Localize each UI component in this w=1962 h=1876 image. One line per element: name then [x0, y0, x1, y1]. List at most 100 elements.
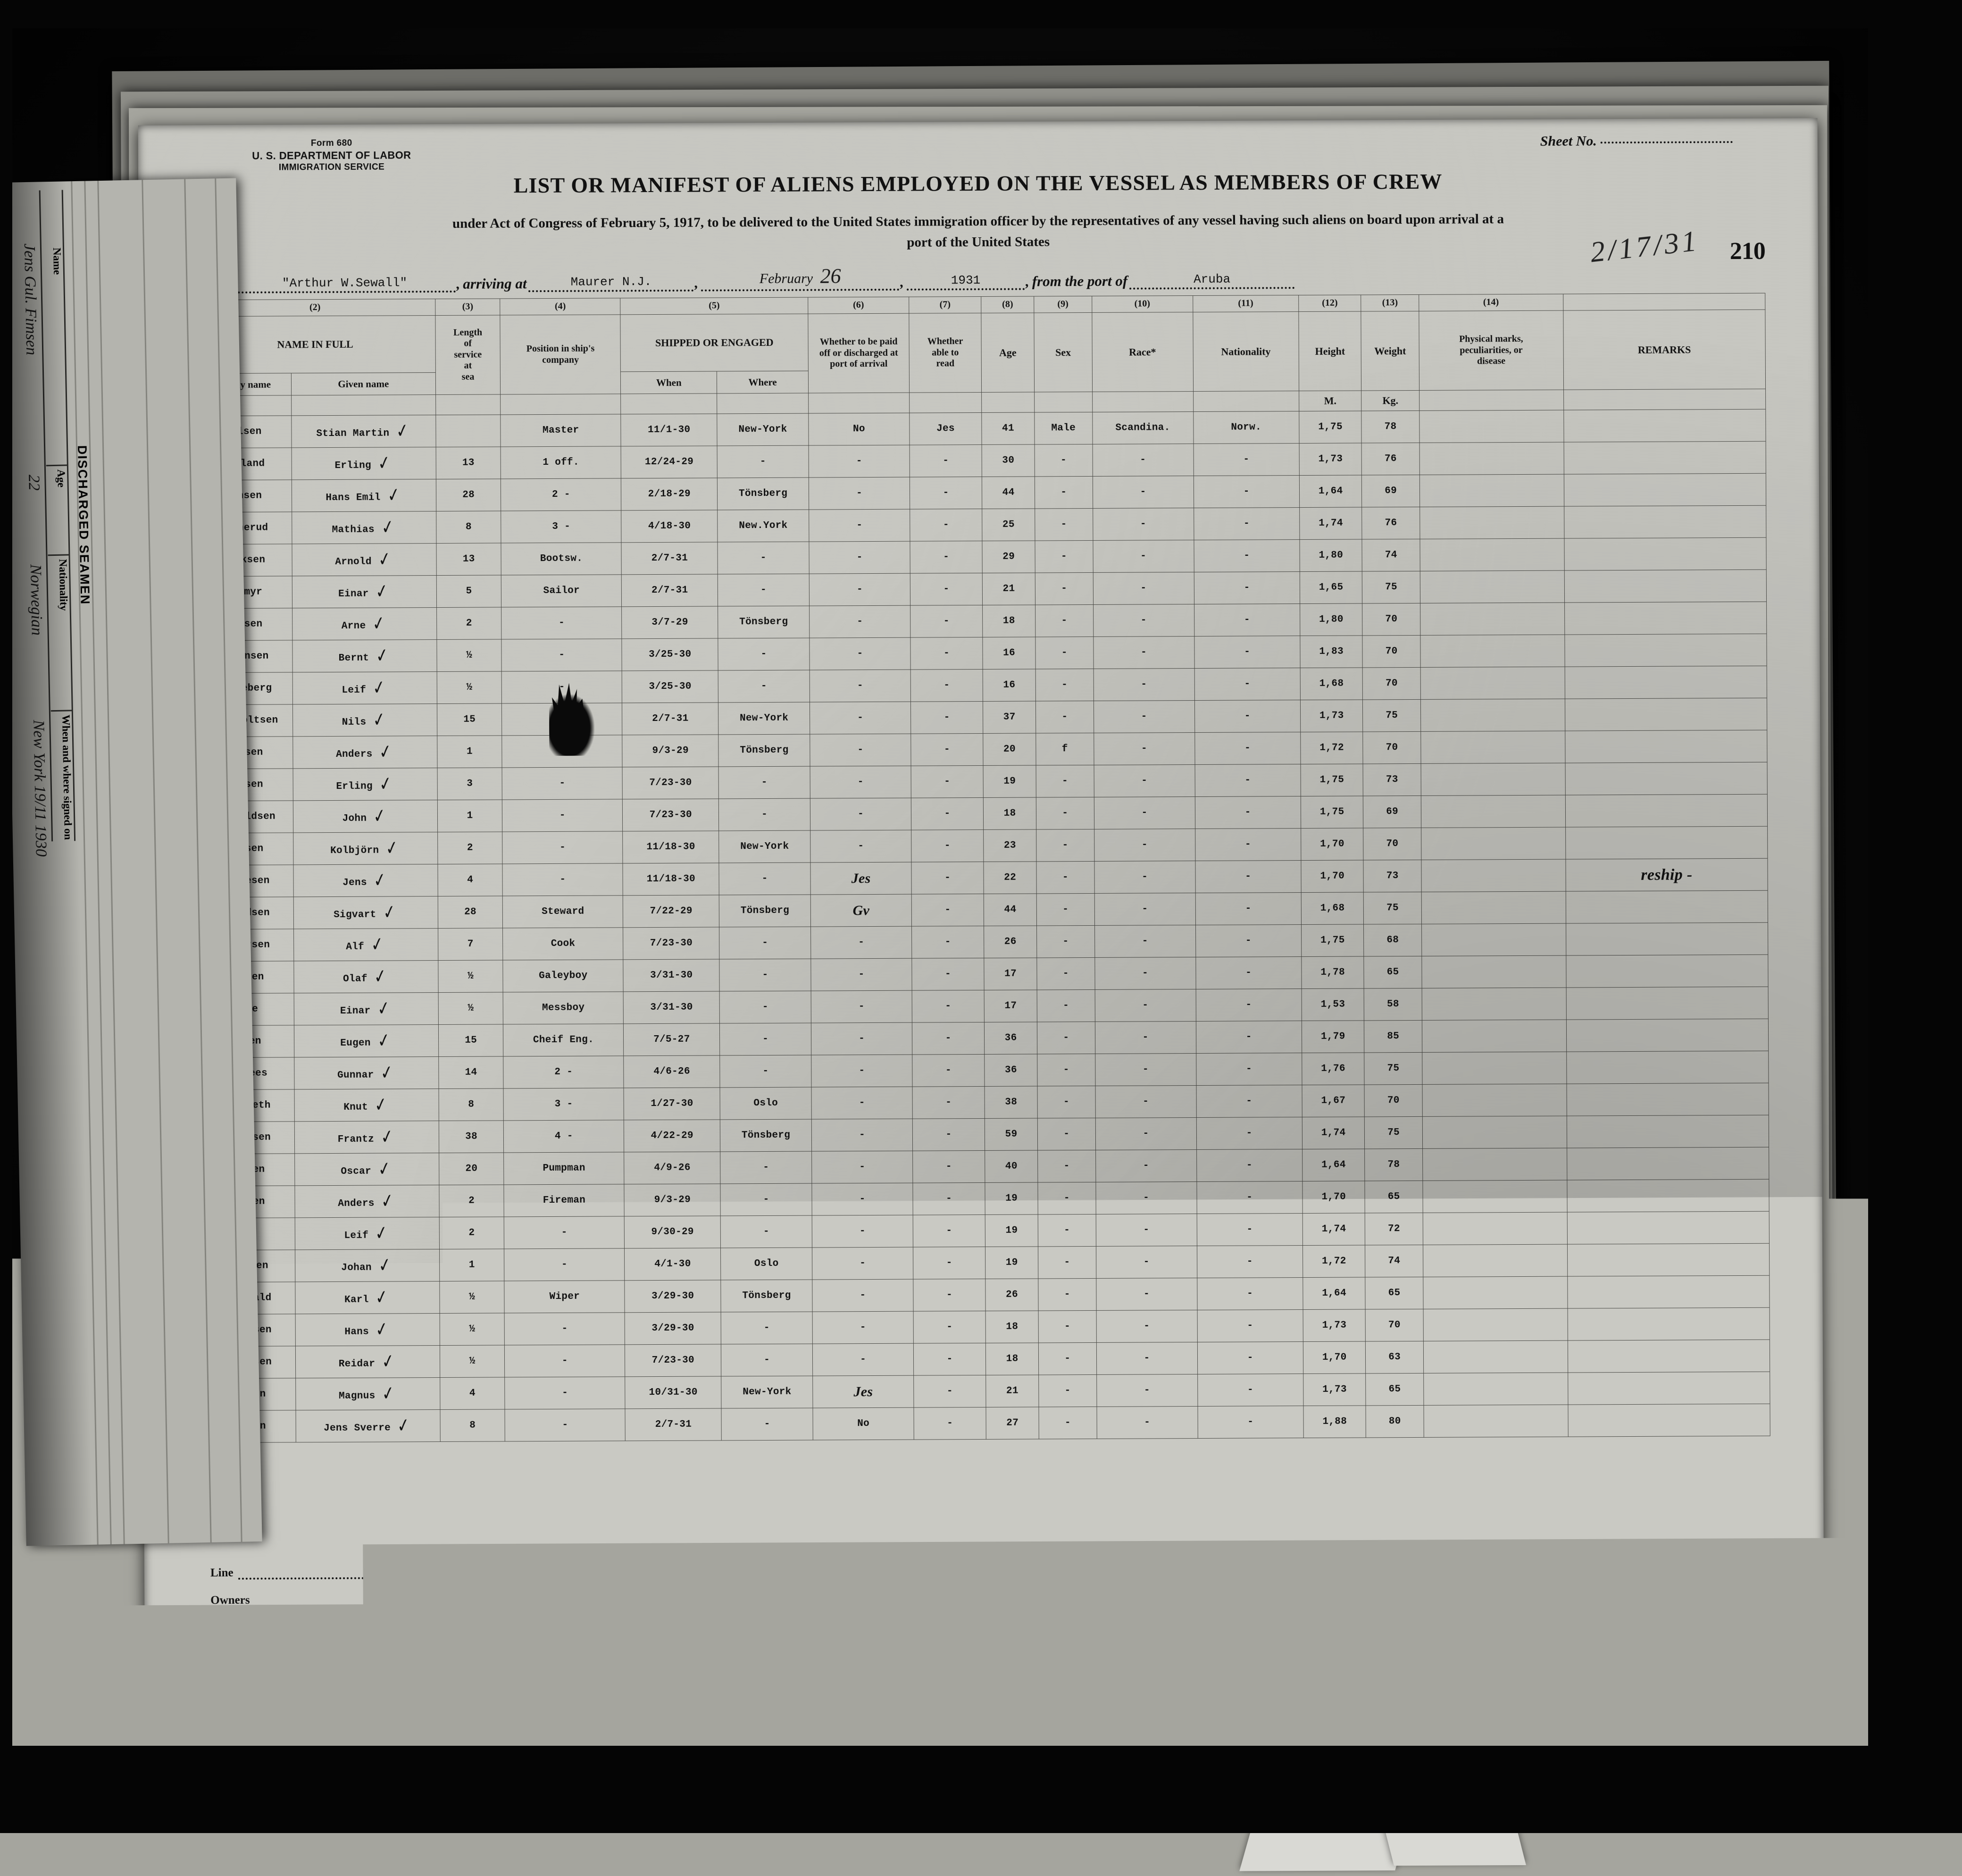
cell-marks[interactable]: [1423, 1212, 1567, 1245]
cell-read[interactable]: -: [910, 637, 983, 670]
cell-paid[interactable]: Jes: [813, 1375, 914, 1408]
cell-nat[interactable]: -: [1197, 1374, 1303, 1407]
cell-sex[interactable]: -: [1037, 1054, 1095, 1086]
cell-height[interactable]: 1,75: [1301, 924, 1364, 957]
cell-when[interactable]: 12/24-29: [621, 446, 717, 478]
cell-height[interactable]: 1,79: [1302, 1021, 1364, 1053]
cell-paid[interactable]: -: [812, 1343, 913, 1376]
cell-given[interactable]: Johan ✓: [295, 1249, 439, 1282]
cell-read[interactable]: -: [913, 1214, 985, 1247]
cell-weight[interactable]: 75: [1365, 1116, 1423, 1149]
cell-where[interactable]: Tönsberg: [720, 1119, 812, 1152]
cell-age[interactable]: 22: [984, 862, 1036, 894]
cell-paid[interactable]: No: [809, 413, 910, 445]
cell-where[interactable]: Tönsberg: [718, 606, 810, 638]
cell-age[interactable]: 25: [982, 509, 1035, 541]
cell-paid[interactable]: -: [812, 1247, 913, 1280]
cell-race[interactable]: -: [1093, 636, 1194, 669]
cell-remarks[interactable]: [1567, 1243, 1770, 1276]
cell-race[interactable]: -: [1094, 733, 1194, 765]
cell-marks[interactable]: [1423, 1276, 1568, 1309]
cell-position[interactable]: 2 -: [503, 1056, 624, 1089]
cell-given[interactable]: Reidar ✓: [295, 1346, 440, 1378]
cell-remarks[interactable]: [1567, 1147, 1769, 1180]
cell-service[interactable]: 13: [436, 447, 501, 479]
cell-sex[interactable]: Male: [1035, 412, 1093, 444]
cell-sex[interactable]: -: [1035, 476, 1093, 509]
cell-age[interactable]: 18: [985, 1311, 1038, 1343]
cell-read[interactable]: -: [911, 862, 984, 894]
cell-remarks[interactable]: [1564, 505, 1766, 538]
cell-read[interactable]: -: [912, 1054, 985, 1087]
cell-marks[interactable]: [1420, 667, 1565, 699]
cell-paid[interactable]: -: [811, 1022, 912, 1055]
cell-position[interactable]: 4 -: [504, 1120, 624, 1153]
cell-read[interactable]: -: [912, 926, 984, 958]
cell-service[interactable]: 28: [438, 896, 503, 929]
cell-sex[interactable]: -: [1035, 604, 1094, 637]
cell-position[interactable]: 2 -: [501, 478, 621, 511]
cell-paid[interactable]: Jes: [810, 862, 911, 895]
cell-paid[interactable]: -: [810, 830, 911, 863]
cell-remarks[interactable]: [1567, 1115, 1769, 1148]
cell-paid[interactable]: -: [812, 1311, 913, 1344]
cell-weight[interactable]: 75: [1362, 571, 1420, 603]
cell-age[interactable]: 40: [985, 1150, 1038, 1182]
cell-when[interactable]: 7/5-27: [624, 1023, 720, 1056]
cell-height[interactable]: 1,65: [1300, 571, 1362, 604]
cell-weight[interactable]: 85: [1364, 1020, 1422, 1053]
cell-read[interactable]: -: [914, 1375, 986, 1407]
cell-weight[interactable]: 73: [1363, 860, 1421, 892]
cell-nat[interactable]: -: [1196, 1117, 1302, 1150]
cell-where[interactable]: Oslo: [720, 1087, 811, 1120]
cell-position[interactable]: -: [501, 639, 622, 671]
cell-position[interactable]: -: [504, 1248, 625, 1281]
cell-age[interactable]: 17: [984, 958, 1037, 990]
cell-race[interactable]: -: [1093, 444, 1194, 477]
cell-marks[interactable]: [1420, 538, 1564, 571]
cell-given[interactable]: Erling ✓: [292, 447, 436, 480]
cell-paid[interactable]: -: [810, 798, 911, 830]
cell-sex[interactable]: -: [1038, 1214, 1096, 1247]
cell-paid[interactable]: -: [811, 958, 912, 991]
cell-given[interactable]: Leif ✓: [295, 1217, 439, 1250]
cell-when[interactable]: 4/1-30: [625, 1248, 721, 1281]
cell-race[interactable]: -: [1096, 1407, 1197, 1439]
cell-remarks[interactable]: [1568, 1307, 1770, 1340]
cell-service[interactable]: 5: [436, 575, 501, 608]
cell-service[interactable]: 14: [439, 1056, 504, 1089]
cell-height[interactable]: 1,67: [1302, 1085, 1365, 1117]
cell-age[interactable]: 20: [983, 733, 1036, 765]
cell-height[interactable]: 1,74: [1302, 1213, 1365, 1246]
cell-height[interactable]: 1,72: [1302, 1245, 1365, 1278]
cell-sex[interactable]: -: [1039, 1374, 1097, 1407]
cell-age[interactable]: 21: [982, 573, 1035, 605]
cell-paid[interactable]: -: [811, 1087, 912, 1119]
cell-where[interactable]: Tönsberg: [718, 477, 809, 510]
cell-height[interactable]: 1,73: [1303, 1309, 1366, 1342]
cell-service[interactable]: ½: [440, 1345, 505, 1378]
cell-paid[interactable]: No: [813, 1407, 914, 1440]
cell-given[interactable]: Magnus ✓: [296, 1378, 440, 1410]
cell-position[interactable]: Fireman: [504, 1184, 624, 1217]
cell-nat[interactable]: -: [1194, 508, 1300, 540]
cell-age[interactable]: 36: [985, 1054, 1037, 1086]
sheet-no-field[interactable]: Sheet No.: [1540, 133, 1733, 150]
cell-position[interactable]: -: [505, 1377, 625, 1409]
cell-position[interactable]: -: [502, 703, 622, 736]
cell-weight[interactable]: 69: [1362, 475, 1420, 507]
cell-marks[interactable]: [1421, 859, 1566, 892]
cell-marks[interactable]: [1422, 1084, 1567, 1116]
cell-remarks[interactable]: [1567, 1211, 1770, 1244]
cell-remarks[interactable]: [1565, 666, 1767, 699]
cell-nat[interactable]: -: [1196, 1085, 1302, 1118]
cell-race[interactable]: -: [1095, 1022, 1196, 1054]
cell-weight[interactable]: 70: [1362, 635, 1420, 668]
cell-marks[interactable]: [1421, 827, 1565, 860]
cell-remarks[interactable]: [1566, 987, 1769, 1020]
cell-read[interactable]: -: [913, 1182, 985, 1215]
cell-age[interactable]: 29: [982, 541, 1035, 573]
cell-weight[interactable]: 70: [1363, 828, 1421, 860]
owners-field-row[interactable]: Owners: [210, 1592, 544, 1607]
cell-age[interactable]: 16: [983, 669, 1035, 701]
